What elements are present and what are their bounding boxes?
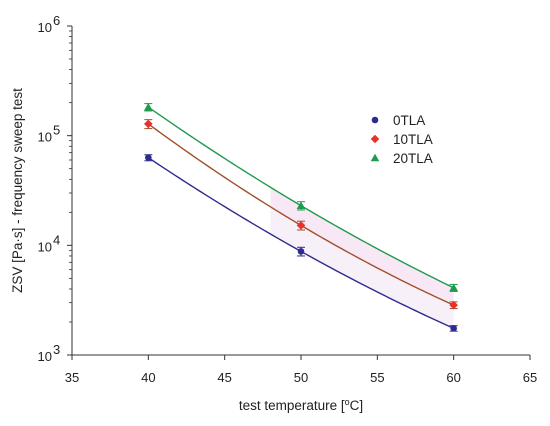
y-axis-title: ZSV [Pa·s] - frequency sweep test: [10, 88, 25, 293]
legend-marker-10tla: [370, 134, 380, 144]
legend-marker-0tla: [371, 116, 379, 124]
x-tick-label: 35: [65, 370, 79, 385]
y-tick-label: 10: [38, 349, 52, 364]
band-between-10tla-20tla: [270, 187, 454, 306]
legend-marker-20tla: [370, 153, 380, 162]
legend-label-10tla: 10TLA: [393, 132, 433, 147]
legend: 0TLA 10TLA 20TLA: [370, 113, 433, 166]
legend-label-0tla: 0TLA: [393, 113, 425, 128]
x-axis-title: test temperature [oC]: [239, 397, 363, 413]
data-points: [144, 102, 458, 332]
data-point-0tla: [297, 248, 305, 255]
data-point-0tla: [450, 325, 457, 332]
data-point-0tla: [145, 154, 152, 161]
data-point-10tla: [449, 300, 458, 310]
data-point-10tla: [296, 221, 306, 230]
data-point-10tla: [144, 119, 153, 129]
y-tick-exponent: 4: [53, 232, 60, 247]
data-point-20tla: [296, 201, 306, 209]
y-tick-label: 10: [38, 20, 52, 35]
x-tick-label: 50: [294, 370, 308, 385]
data-point-20tla: [144, 102, 153, 111]
highlight-bands: [270, 187, 454, 329]
y-tick-exponent: 3: [53, 342, 60, 357]
y-tick-exponent: 6: [53, 13, 60, 28]
band-between-0tla-10tla: [270, 206, 454, 329]
legend-label-20tla: 20TLA: [393, 151, 433, 166]
x-tick-label: 55: [370, 370, 384, 385]
y-tick-label: 10: [38, 239, 52, 254]
x-tick-label: 40: [141, 370, 155, 385]
y-tick-exponent: 5: [53, 123, 60, 138]
x-tick-label: 65: [523, 370, 537, 385]
x-axis-ticks: 35 40 45 50 55 60 65: [65, 355, 537, 385]
data-point-20tla: [449, 283, 458, 292]
x-tick-label: 60: [446, 370, 460, 385]
y-tick-label: 10: [38, 130, 52, 145]
x-tick-label: 45: [217, 370, 231, 385]
